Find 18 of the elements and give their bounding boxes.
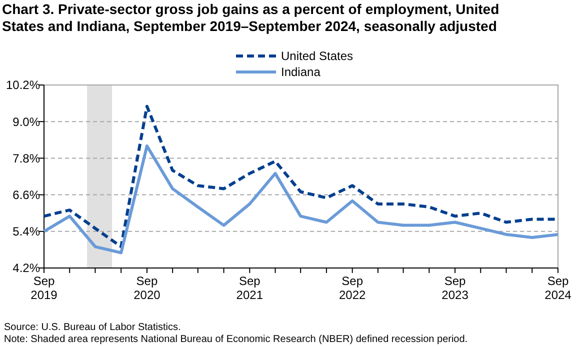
x-tick-label: Sep 2023	[442, 274, 469, 302]
line-series	[42, 144, 560, 254]
source-note: Source: U.S. Bureau of Labor Statistics.	[4, 322, 181, 333]
x-tick-label: Sep 2021	[236, 274, 264, 302]
legend-label: United States	[281, 49, 354, 64]
x-tick-label: Sep 2024	[544, 274, 572, 302]
chart-title: Chart 3. Private-sector gross job gains as a percent of employment, United States and Indiana, September 2019–September 2024, seasonally adjusted	[2, 1, 500, 34]
y-tick-label: 9.0%	[12, 114, 40, 129]
legend-label: Indiana	[281, 65, 321, 80]
y-tick-label: 6.6%	[12, 188, 40, 202]
y-tick-label: 5.4%	[12, 224, 40, 239]
y-tick-label: 4.2%	[12, 261, 40, 276]
y-tick-label: 7.8%	[12, 151, 40, 166]
x-tick-label: Sep 2022	[338, 274, 366, 302]
x-tick-label: Sep 2020	[134, 274, 161, 302]
x-tick-label: Sep 2019	[30, 274, 58, 302]
text: Note: Shaded area represents National Bureau of Economic Research (NBER) defined recession period.	[4, 334, 468, 345]
y-tick-label: 10.2%	[6, 78, 40, 92]
